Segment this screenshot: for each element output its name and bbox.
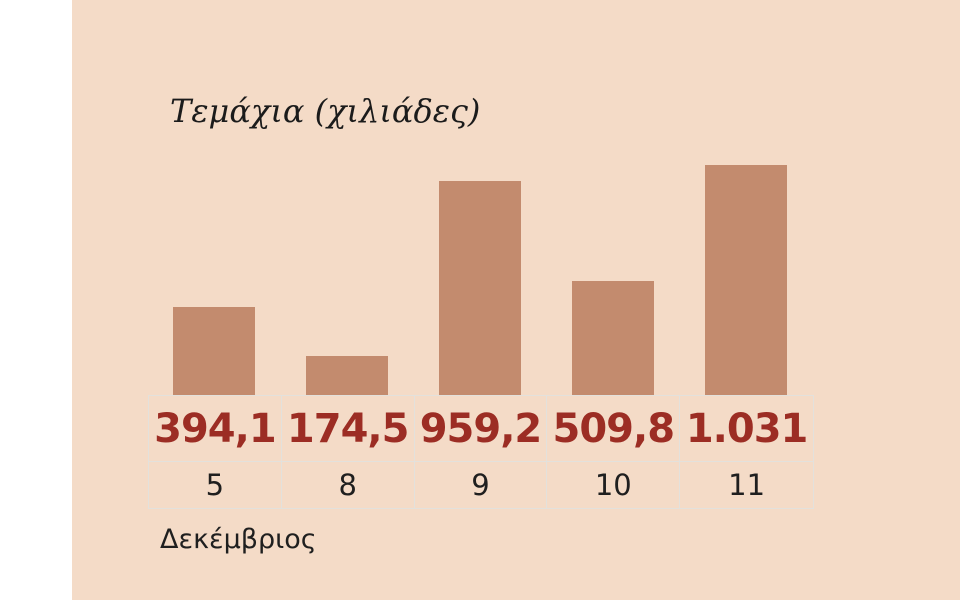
bar-8 (306, 356, 389, 395)
value-cell-11: 1.031 (680, 396, 813, 462)
bar-11 (704, 165, 787, 395)
day-cell-8: 8 (282, 462, 415, 508)
day-cell-10: 10 (547, 462, 681, 508)
day-cell-9: 9 (415, 462, 548, 508)
bar-5 (173, 307, 256, 395)
bar-9 (438, 181, 521, 395)
left-margin-strip (0, 0, 72, 600)
data-table: 394,1 174,5 959,2 509,8 1.031 5 8 9 10 11 (148, 395, 814, 509)
bar-slot (679, 160, 812, 395)
bar-slot (546, 160, 679, 395)
value-cell-10: 509,8 (547, 396, 681, 462)
plot-area (148, 160, 812, 395)
bar-slot (281, 160, 414, 395)
bar-slot (148, 160, 281, 395)
day-cell-11: 11 (728, 468, 766, 502)
bar-slot (414, 160, 547, 395)
chart-title: Τεμάχια (χιλιάδες) (170, 92, 481, 130)
value-cell-8: 174,5 (281, 396, 415, 462)
value-cell-9: 959,2 (414, 396, 548, 462)
bar-10 (571, 281, 654, 395)
value-cell-5: 394,1 (149, 396, 282, 462)
day-cell-5: 5 (149, 462, 282, 508)
x-axis-label: Δεκέμβριος (160, 524, 317, 555)
